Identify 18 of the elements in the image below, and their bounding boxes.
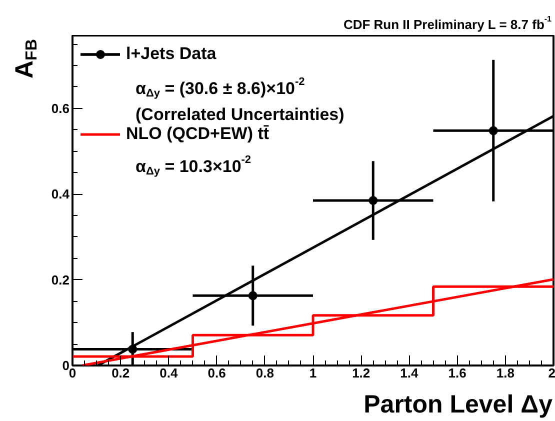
x-tick-label: 0.8 xyxy=(256,366,274,380)
x-tick-label: 0.6 xyxy=(208,366,226,380)
x-tick-label: 0.4 xyxy=(160,366,179,380)
y-axis-title: AFB xyxy=(10,39,40,78)
legend-label: l+Jets Data xyxy=(126,43,216,65)
x-tick-label: 1.2 xyxy=(352,366,370,380)
x-axis-title: Parton Level Δy xyxy=(364,390,553,418)
y-tick-label: 0.2 xyxy=(51,272,70,288)
x-tick-label: 1.8 xyxy=(496,366,514,380)
x-tick-label: 2 xyxy=(548,366,555,380)
x-tick-label: 1.4 xyxy=(400,366,420,380)
x-tick-label: 0.2 xyxy=(112,366,130,380)
x-tick-label: 1.6 xyxy=(448,366,466,380)
annotation: (Correlated Uncertainties) xyxy=(136,105,344,124)
x-tick-label: 1 xyxy=(309,366,317,380)
y-tick-label: 0.6 xyxy=(51,100,70,116)
legend-label: NLO (QCD+EW) tt̄ xyxy=(126,124,270,145)
y-tick-label: 0.4 xyxy=(51,186,70,202)
